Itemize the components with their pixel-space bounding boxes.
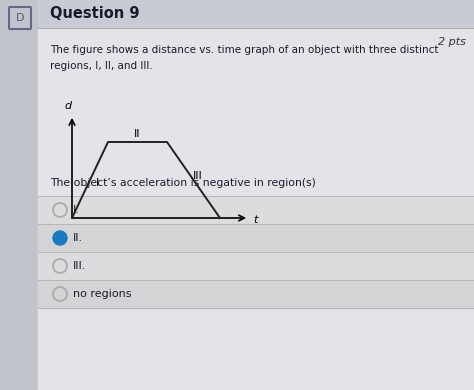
Bar — [38, 280, 474, 308]
Text: I.: I. — [73, 205, 80, 215]
Text: The object’s acceleration is negative in region(s): The object’s acceleration is negative in… — [50, 178, 316, 188]
Text: regions, I, II, and III.: regions, I, II, and III. — [50, 61, 153, 71]
Text: D: D — [16, 13, 24, 23]
Text: no regions: no regions — [73, 289, 131, 299]
Text: t: t — [253, 215, 257, 225]
Bar — [38, 224, 474, 252]
Text: The figure shows a distance vs. time graph of an object with three distinct: The figure shows a distance vs. time gra… — [50, 45, 438, 55]
Text: II.: II. — [73, 233, 83, 243]
Text: 2 pts: 2 pts — [438, 37, 466, 47]
Bar — [38, 252, 474, 280]
Text: III.: III. — [73, 261, 86, 271]
Text: I: I — [96, 178, 100, 188]
Circle shape — [53, 231, 67, 245]
Bar — [38, 0, 474, 28]
Text: II: II — [134, 129, 140, 139]
Text: III: III — [193, 171, 203, 181]
Bar — [0, 0, 38, 390]
Text: d: d — [64, 101, 72, 111]
Text: Question 9: Question 9 — [50, 7, 139, 21]
Bar — [38, 196, 474, 224]
